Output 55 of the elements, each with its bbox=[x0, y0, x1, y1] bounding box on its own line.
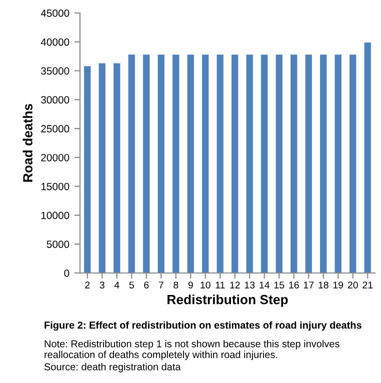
y-tick-label: 30000 bbox=[41, 96, 70, 104]
text: Figure 2: Effect of redistribution on estimates of road injury deaths bbox=[44, 321, 362, 331]
x-tick-label: 13 bbox=[244, 282, 255, 288]
bar bbox=[261, 54, 268, 273]
x-tick-label: 19 bbox=[333, 282, 344, 288]
x-tick-label: 7 bbox=[158, 282, 164, 288]
x-tick-label: 12 bbox=[230, 282, 240, 288]
bar bbox=[305, 54, 312, 273]
bar bbox=[320, 54, 327, 273]
bar bbox=[84, 66, 91, 273]
y-tick-label: 15000 bbox=[41, 182, 70, 190]
y-tick-label: 25000 bbox=[41, 125, 70, 132]
bar bbox=[202, 54, 209, 273]
x-tick-label: 15 bbox=[274, 282, 284, 288]
x-tick-label: 11 bbox=[216, 282, 225, 288]
text: Note: Redistribution step 1 is not shown because this step involves reallocation of deaths completely within road injuries. bbox=[44, 340, 340, 360]
x-tick-label: 6 bbox=[144, 282, 149, 288]
bar bbox=[172, 54, 180, 273]
x-tick-label: 5 bbox=[129, 282, 134, 288]
y-axis-title: Road deaths bbox=[22, 104, 32, 182]
y-tick-label: 35000 bbox=[41, 67, 70, 75]
x-axis-title: Redistribution Step bbox=[168, 294, 288, 307]
x-tick-label: 2 bbox=[85, 282, 90, 288]
bar bbox=[98, 63, 106, 273]
y-tick-label: 40000 bbox=[40, 38, 70, 46]
bar bbox=[334, 54, 342, 273]
x-tick-label: 3 bbox=[100, 282, 104, 288]
y-tick-label: 20000 bbox=[41, 154, 70, 162]
y-tick-label: 5000 bbox=[46, 240, 70, 248]
bar bbox=[114, 63, 120, 273]
bar bbox=[246, 54, 253, 273]
bar bbox=[216, 54, 224, 273]
bar bbox=[128, 54, 135, 273]
bar bbox=[290, 54, 298, 273]
x-tick-label: 10 bbox=[200, 282, 210, 288]
bar bbox=[143, 54, 150, 273]
y-tick-label: 45000 bbox=[40, 10, 70, 17]
x-tick-label: 20 bbox=[348, 282, 358, 288]
x-tick-label: 14 bbox=[260, 282, 270, 288]
y-tick-label: 0 bbox=[64, 270, 70, 277]
bar bbox=[276, 54, 282, 273]
x-tick-label: 18 bbox=[318, 282, 328, 288]
source-note: Source: death registration data bbox=[44, 363, 181, 372]
bar bbox=[232, 54, 238, 273]
x-tick-label: 9 bbox=[188, 282, 193, 288]
y-tick-label: 10000 bbox=[41, 212, 70, 220]
x-tick-label: 21 bbox=[362, 282, 373, 288]
x-tick-label: 8 bbox=[174, 282, 178, 288]
bar bbox=[350, 54, 356, 273]
x-tick-label: 16 bbox=[289, 282, 299, 288]
bar bbox=[158, 54, 164, 273]
x-tick-label: 4 bbox=[114, 282, 120, 288]
bar bbox=[187, 54, 194, 273]
bar bbox=[364, 42, 371, 273]
x-tick-label: 17 bbox=[304, 282, 314, 288]
